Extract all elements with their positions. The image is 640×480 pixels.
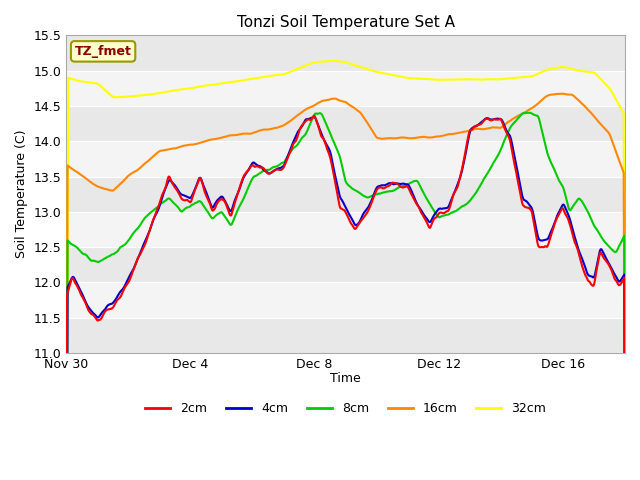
Bar [67,212,625,247]
Bar [67,36,625,71]
Bar [67,247,625,282]
Text: TZ_fmet: TZ_fmet [75,45,132,58]
Bar [67,141,625,177]
Bar [67,318,625,353]
Bar [67,282,625,318]
Bar [67,106,625,141]
Title: Tonzi Soil Temperature Set A: Tonzi Soil Temperature Set A [237,15,454,30]
Y-axis label: Soil Temperature (C): Soil Temperature (C) [15,130,28,258]
X-axis label: Time: Time [330,372,361,385]
Legend: 2cm, 4cm, 8cm, 16cm, 32cm: 2cm, 4cm, 8cm, 16cm, 32cm [140,397,551,420]
Bar [67,71,625,106]
Bar [67,177,625,212]
